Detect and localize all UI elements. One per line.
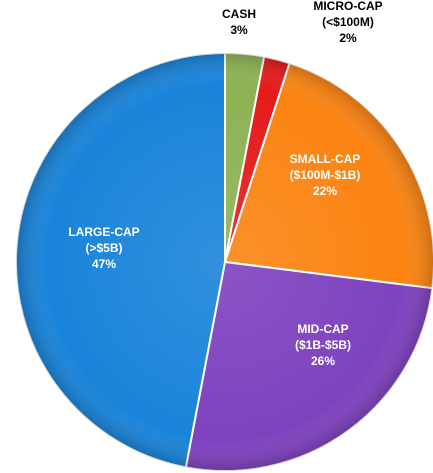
pie-slice-mid-cap xyxy=(184,261,433,472)
slice-label-small-cap: SMALL-CAP ($100M-$1B) 22% xyxy=(290,152,361,198)
pie-slice-large-cap xyxy=(15,52,226,469)
slice-label-line: (>$5B) xyxy=(85,241,122,255)
slice-value-small-cap: 22% xyxy=(313,184,337,198)
slice-label-line: ($100M-$1B) xyxy=(290,168,361,182)
slice-value-micro-cap: 2% xyxy=(339,31,357,45)
pie-labels: CASH 3% MICRO-CAP (<$100M) 2% SMALL-CAP ($100M… xyxy=(68,0,382,368)
slice-label-line: (<$100M) xyxy=(322,15,374,29)
slice-label-line: ($1B-$5B) xyxy=(295,338,351,352)
slice-value-mid-cap: 26% xyxy=(311,354,335,368)
slice-label-large-cap: LARGE-CAP (>$5B) 47% xyxy=(68,225,139,271)
slice-label-micro-cap: MICRO-CAP (<$100M) 2% xyxy=(313,0,382,45)
pie-slices xyxy=(15,52,433,472)
slice-label-line: CASH xyxy=(222,7,256,21)
slice-label-line: LARGE-CAP xyxy=(68,225,139,239)
slice-label-line: MICRO-CAP xyxy=(313,0,382,13)
slice-label-mid-cap: MID-CAP ($1B-$5B) 26% xyxy=(295,322,351,368)
slice-label-line: MID-CAP xyxy=(297,322,348,336)
slice-value-cash: 3% xyxy=(230,23,248,37)
slice-label-cash: CASH 3% xyxy=(222,7,256,37)
slice-label-line: SMALL-CAP xyxy=(290,152,361,166)
slice-value-large-cap: 47% xyxy=(92,257,116,271)
